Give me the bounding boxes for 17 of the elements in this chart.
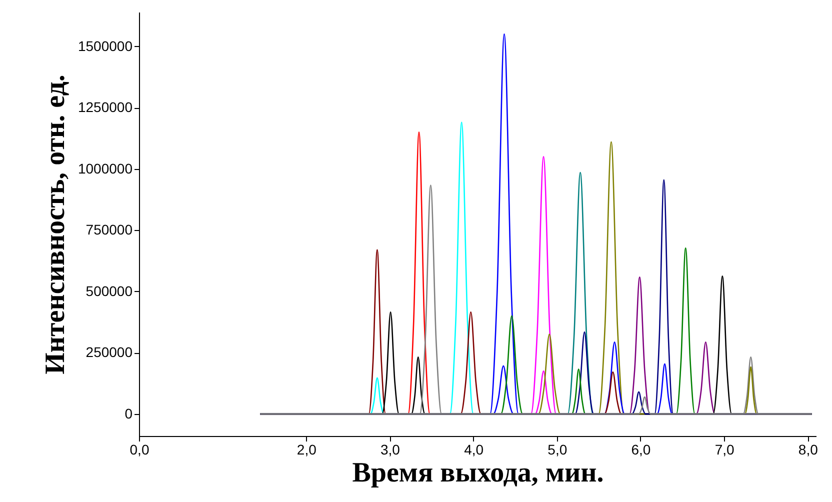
x-tick-label: 7,0 <box>714 442 735 458</box>
y-tick-label: 1250000 <box>78 99 133 116</box>
y-tick-label: 500000 <box>86 282 133 299</box>
y-tick-label: 1000000 <box>78 160 133 176</box>
x-tick-label: 0,0 <box>130 442 150 458</box>
x-tick-label: 4,0 <box>464 442 484 458</box>
y-axis-title: Интенсивность, отн. ед. <box>40 74 71 374</box>
x-tick-label: 8,0 <box>798 442 818 458</box>
x-tick-label: 2,0 <box>296 442 317 458</box>
y-tick-label: 750000 <box>86 222 133 238</box>
x-tick-label: 5,0 <box>548 442 568 458</box>
y-tick-label: 1500000 <box>78 38 133 54</box>
y-tick-label: 0 <box>124 405 133 422</box>
x-tick-label: 3,0 <box>380 442 400 458</box>
x-tick-label: 6,0 <box>631 442 651 458</box>
y-tick-label: 250000 <box>86 344 133 360</box>
x-axis-title: Время выхода, мин. <box>352 458 604 488</box>
